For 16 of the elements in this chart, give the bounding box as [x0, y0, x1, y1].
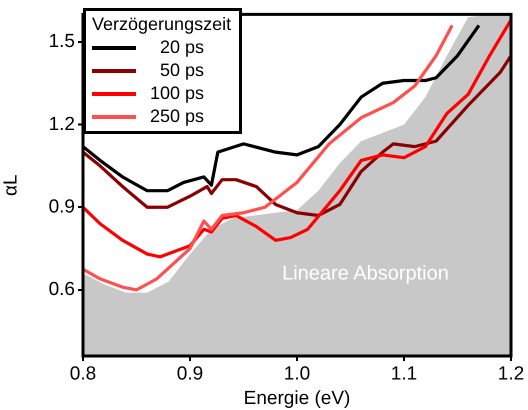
legend-title: Verzögerungszeit [92, 13, 232, 36]
x-tick-label: 1.2 [498, 364, 524, 385]
x-tick-label: 0.9 [176, 364, 204, 385]
legend-label: 100 ps [148, 82, 204, 105]
y-tick-label: 1.5 [48, 31, 75, 52]
legend-label: 50 ps [158, 59, 204, 82]
y-axis-title: αL [0, 174, 22, 196]
legend-label: 250 ps [148, 105, 204, 128]
x-tick-label: 1.0 [284, 364, 310, 385]
legend-label: 20 ps [158, 36, 204, 59]
y-tick-label: 1.2 [48, 114, 75, 135]
x-tick-label: 1.1 [390, 364, 418, 385]
x-tick-label: 0.8 [70, 364, 96, 385]
x-axis-title: Energie (eV) [244, 388, 350, 409]
y-tick-label: 0.9 [48, 196, 75, 218]
y-tick-label: 0.6 [48, 279, 75, 300]
